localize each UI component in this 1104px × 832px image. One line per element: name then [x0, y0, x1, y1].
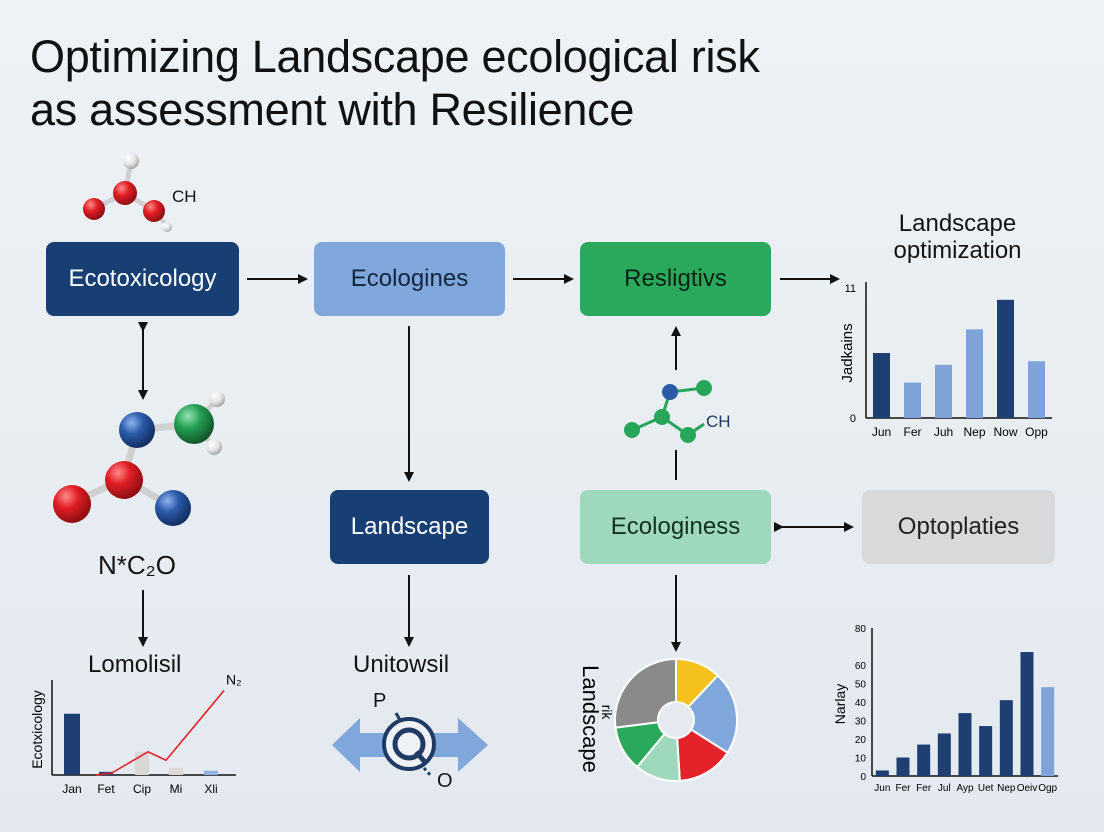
molecule-small-atoms [624, 380, 712, 443]
chart4-xtick: Uet [978, 783, 994, 794]
chart4-ytick: 0 [860, 772, 866, 783]
chart2-xtick: Mi [170, 782, 183, 796]
unitowsil-label: Unitowsil [353, 651, 450, 678]
node-resligtivs: Resligtivs [580, 242, 771, 316]
chart1-bar [873, 353, 890, 418]
chart4-xtick: Fer [916, 783, 932, 794]
chart1-xtick: Jun [872, 425, 891, 439]
chart4-bar [999, 700, 1013, 776]
chart-optimization-title: Landscape optimization [893, 210, 1022, 264]
chart1-xtick: Nep [963, 425, 985, 439]
molecule-top-ch-label: CH [172, 187, 197, 206]
chart4-xtick: Nep [997, 783, 1016, 794]
chart4-ytick: 40 [855, 698, 867, 709]
chart4-bar [979, 726, 993, 776]
chart4-bar [937, 733, 951, 776]
chart1-bar [997, 299, 1014, 418]
formula-label: N*C₂O [98, 550, 176, 580]
chart4-bar [896, 757, 910, 776]
chart4-bar [1041, 687, 1055, 776]
chart3-slice [614, 657, 677, 729]
chart1-ytick: 0 [850, 413, 856, 425]
chart4-ytick: 50 [855, 680, 867, 691]
node-optoplaties: Optoplaties [862, 490, 1055, 564]
chart2-xtick: Jan [62, 782, 81, 796]
o-label: O [437, 770, 453, 792]
chart1-xtick: Fer [904, 425, 922, 439]
chart4-xtick: Fer [896, 783, 912, 794]
node-ecotoxicology: Ecotoxicology [46, 242, 239, 316]
chart4-xtick: Ogp [1038, 783, 1057, 794]
chart4-ylabel: Narlay [832, 684, 848, 724]
chart4-ytick: 10 [855, 754, 867, 765]
chart4-bar [1020, 652, 1034, 776]
node-ecologines: Ecologines [314, 242, 505, 316]
chart3-title-line1: Landscape [578, 665, 603, 773]
molecule-large-icon [53, 391, 225, 526]
node-ecologiness: Ecologiness [580, 490, 771, 564]
chart4-bar [917, 744, 931, 776]
chart2-bar [204, 770, 218, 775]
chart2-xtick: Xli [204, 782, 217, 796]
lomolisil-label: Lomolisil [88, 651, 182, 678]
chart3-title-line2: rik [599, 705, 615, 721]
molecule-mid-ch-label: CH [706, 412, 731, 431]
chart4-ytick: 80 [855, 624, 867, 635]
chart2-ylabel: Ecotxicology [29, 690, 45, 769]
chart2-bar [169, 767, 183, 775]
chart2-series-line [95, 690, 225, 776]
chart4-xtick: Jul [938, 783, 951, 794]
chart2-xtick: Fet [97, 782, 115, 796]
chart1-bar [1028, 361, 1045, 418]
chart1-ytick: 11 [845, 283, 856, 295]
chart3-slice [686, 674, 738, 755]
chart4-xtick: Oeiv [1017, 783, 1038, 794]
chart1-xtick: Now [993, 425, 1017, 439]
chart1-xtick: Juh [934, 425, 953, 439]
molecule-top-icon [83, 153, 172, 232]
chart1-ylabel: Jadkains [839, 323, 856, 382]
chart4-xtick: Ayp [956, 783, 973, 794]
double-arrow-magnifier-icon [332, 712, 488, 778]
chart1-xtick: Opp [1025, 425, 1048, 439]
chart2-bar [64, 713, 80, 775]
chart4-bar [958, 713, 972, 776]
title-line-2: as assessment with Resilience [30, 84, 635, 135]
chart4-ytick: 30 [855, 717, 867, 728]
page-title: Optimizing Landscape ecological risk as … [30, 30, 1090, 136]
p-label: P [373, 690, 387, 712]
chart4-bar [875, 770, 889, 776]
title-line-1: Optimizing Landscape ecological risk [30, 31, 760, 82]
chart4-ytick: 60 [855, 661, 867, 672]
chart2-xtick: Cip [133, 782, 151, 796]
chart4-xtick: Jun [874, 783, 890, 794]
chart2-line-label: N₂ [226, 672, 242, 688]
chart1-bar [935, 364, 952, 418]
chart1-bar [966, 329, 983, 418]
chart1-bar [904, 382, 921, 418]
node-landscape: Landscape [330, 490, 489, 564]
chart4-ytick: 20 [855, 735, 867, 746]
